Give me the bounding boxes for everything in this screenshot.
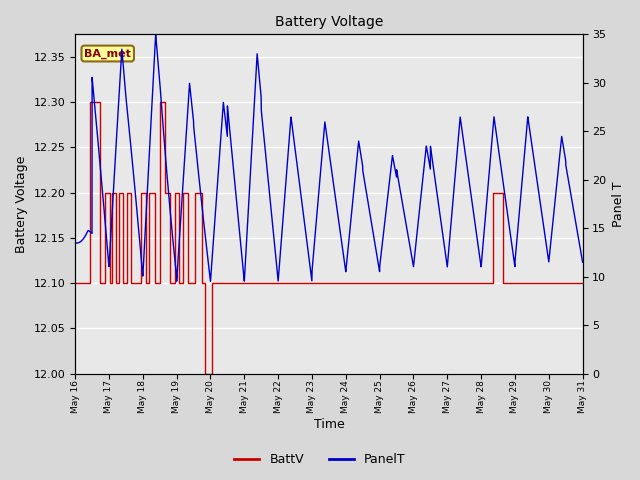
Legend: BattV, PanelT: BattV, PanelT <box>229 448 411 471</box>
Y-axis label: Battery Voltage: Battery Voltage <box>15 155 28 252</box>
Y-axis label: Panel T: Panel T <box>612 181 625 227</box>
Text: BA_met: BA_met <box>84 48 131 59</box>
Title: Battery Voltage: Battery Voltage <box>275 15 383 29</box>
X-axis label: Time: Time <box>314 419 344 432</box>
